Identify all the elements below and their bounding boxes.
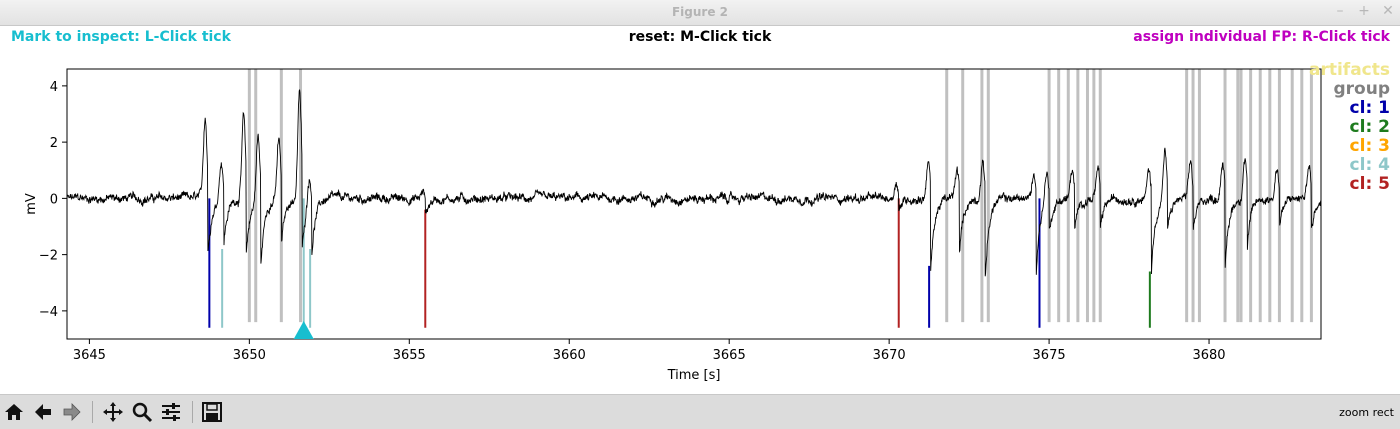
axes-frame — [66, 68, 1322, 340]
y-tick-label: −2 — [39, 249, 58, 264]
legend-entry: cl: 4 — [1350, 155, 1391, 175]
cluster-ticks[interactable] — [208, 198, 1151, 328]
configure-icon[interactable] — [159, 400, 183, 424]
close-button[interactable]: ✕ — [1382, 3, 1394, 19]
group-ticks[interactable] — [247, 69, 1313, 323]
x-tick-label: 3655 — [393, 348, 426, 363]
legend-entry: cl: 2 — [1350, 117, 1390, 137]
minimize-button[interactable]: – — [1336, 3, 1344, 19]
legend-entry: cl: 3 — [1350, 136, 1390, 156]
navigation-toolbar — [0, 394, 1400, 429]
x-tick-label: 3660 — [553, 348, 586, 363]
back-icon[interactable] — [31, 400, 55, 424]
reset-hint: reset: M-Click tick — [628, 29, 772, 45]
voltage-trace-layer — [66, 89, 1322, 277]
mark-to-inspect-hint: Mark to inspect: L-Click tick — [11, 29, 231, 45]
x-tick-label: 3665 — [713, 348, 746, 363]
x-axis-label: Time [s] — [667, 368, 721, 383]
x-tick-label: 3670 — [873, 348, 906, 363]
y-tick-label: −4 — [39, 305, 58, 320]
voltage-trace — [66, 89, 1322, 277]
x-tick-label: 3675 — [1033, 348, 1066, 363]
toolbar-status: zoom rect — [1339, 406, 1394, 419]
toolbar-separator — [92, 401, 93, 423]
window-titlebar: Figure 2 – + ✕ — [0, 0, 1400, 26]
y-tick-label: 0 — [50, 192, 58, 207]
y-axis-label: mV — [24, 193, 39, 215]
legend-entry: group — [1333, 79, 1390, 99]
legend-entry: artifacts — [1309, 60, 1390, 80]
save-icon[interactable] — [200, 400, 224, 424]
forward-icon[interactable] — [60, 400, 84, 424]
zoom-icon[interactable] — [130, 400, 154, 424]
selection-marker-layer[interactable] — [293, 321, 314, 339]
window-title: Figure 2 — [671, 5, 729, 19]
y-tick-label: 4 — [50, 80, 58, 95]
legend-entry: cl: 1 — [1350, 98, 1390, 118]
x-tick-label: 3680 — [1192, 348, 1225, 363]
y-tick-label: 2 — [50, 136, 58, 151]
x-tick-label: 3645 — [73, 348, 106, 363]
x-tick-label: 3650 — [233, 348, 266, 363]
maximize-button[interactable]: + — [1358, 3, 1370, 19]
figure-canvas[interactable]: 3645 3650 3655 3660 3665 3670 3675 3680 −4 −2 0 2 4… — [0, 0, 1400, 394]
toolbar-separator — [192, 401, 193, 423]
home-icon[interactable] — [2, 400, 26, 424]
x-axis-ticks: 3645 3650 3655 3660 3665 3670 3675 3680 — [73, 339, 1226, 363]
y-axis-ticks: −4 −2 0 2 4 — [39, 80, 67, 320]
pan-icon[interactable] — [101, 400, 125, 424]
legend-entry: cl: 5 — [1350, 174, 1390, 194]
selection-marker[interactable] — [293, 321, 314, 339]
assign-fp-hint: assign individual FP: R-Click tick — [1133, 29, 1390, 45]
